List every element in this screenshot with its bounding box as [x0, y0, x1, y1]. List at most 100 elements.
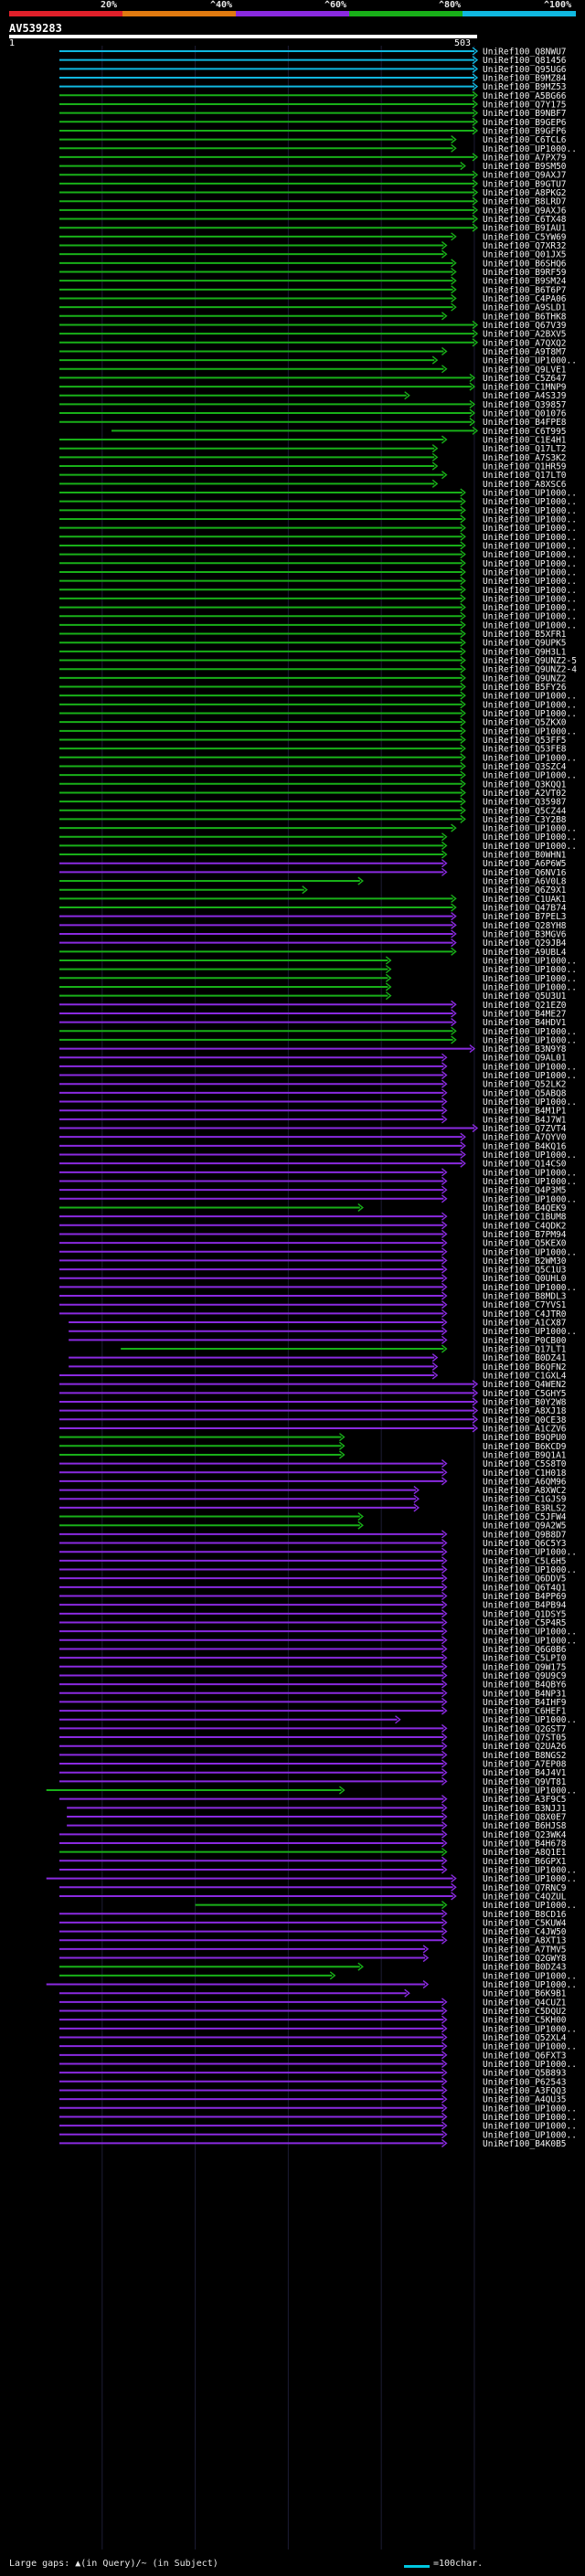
- hit-row[interactable]: UniRef100_UP1000..: [69, 1327, 577, 1337]
- hit-row[interactable]: UniRef100_A3F9C5: [58, 1795, 567, 1805]
- hit-row[interactable]: UniRef100_B9QPU0: [58, 1433, 567, 1443]
- hit-row[interactable]: UniRef100_Q01JX5: [58, 249, 567, 260]
- hit-row[interactable]: UniRef100_Q3SZC4: [58, 761, 567, 772]
- hit-row[interactable]: UniRef100_C6T995: [111, 426, 567, 437]
- hit-row[interactable]: UniRef100_C4PA06: [58, 293, 567, 304]
- hit-row[interactable]: UniRef100_Q9H3L1: [58, 647, 567, 657]
- hit-row[interactable]: UniRef100_A1CX87: [69, 1318, 567, 1329]
- hit-row[interactable]: UniRef100_Q2GST7: [58, 1723, 567, 1734]
- hit-row[interactable]: UniRef100_B7PM94: [58, 1229, 567, 1240]
- hit-row[interactable]: UniRef100_B6KCD9: [58, 1441, 567, 1452]
- hit-row[interactable]: UniRef100_B8LRD7: [58, 196, 567, 207]
- hit-row[interactable]: UniRef100_C6TX48: [58, 214, 567, 225]
- hit-row[interactable]: UniRef100_UP1000..: [58, 550, 577, 560]
- hit-row[interactable]: UniRef100_C1BUM8: [58, 1212, 567, 1223]
- hit-row[interactable]: UniRef100_A3FQQ3: [58, 2085, 567, 2096]
- hit-row[interactable]: UniRef100_C5S8T0: [58, 1459, 567, 1469]
- hit-row[interactable]: UniRef100_Q7ZVT4: [58, 1123, 567, 1134]
- hit-row[interactable]: UniRef100_Q14CS0: [58, 1159, 567, 1170]
- hit-row[interactable]: UniRef100_A8XJ18: [58, 1406, 567, 1416]
- hit-row[interactable]: UniRef100_A2BXV5: [58, 329, 567, 340]
- hit-row[interactable]: UniRef100_B6T6P7: [58, 285, 567, 295]
- hit-row[interactable]: UniRef100_C4QDK2: [58, 1221, 567, 1231]
- hit-row[interactable]: UniRef100_Q35987: [58, 797, 567, 808]
- hit-row[interactable]: UniRef100_Q28YH8: [58, 920, 567, 931]
- hit-row[interactable]: UniRef100_UP1000..: [58, 753, 577, 763]
- hit-row[interactable]: UniRef100_B6THK8: [58, 312, 567, 322]
- hit-row[interactable]: UniRef100_B0DZ43: [58, 1962, 567, 1973]
- hit-row[interactable]: UniRef100_B3N9Y8: [58, 1044, 567, 1055]
- hit-row[interactable]: UniRef100_C7YVS1: [58, 1300, 567, 1310]
- hit-row[interactable]: UniRef100_B4PP69: [58, 1591, 567, 1602]
- hit-row[interactable]: UniRef100_A8Q1E1: [58, 1848, 567, 1858]
- hit-row[interactable]: UniRef100_B8CD16: [58, 1909, 567, 1920]
- hit-row[interactable]: UniRef100_Q1DSY5: [58, 1609, 567, 1619]
- hit-row[interactable]: UniRef100_B0DZ41: [69, 1353, 567, 1363]
- hit-row[interactable]: UniRef100_Q5U3U1: [58, 991, 567, 1002]
- hit-row[interactable]: UniRef100_A6V0L8: [58, 876, 567, 887]
- hit-row[interactable]: UniRef100_UP1000..: [58, 611, 577, 622]
- hit-row[interactable]: UniRef100_UP1000..: [58, 143, 577, 154]
- hit-row[interactable]: UniRef100_Q9AXJ7: [58, 170, 567, 181]
- hit-row[interactable]: UniRef100_UP1000..: [58, 505, 577, 516]
- hit-row[interactable]: UniRef100_B3NJJ1: [67, 1803, 567, 1814]
- hit-row[interactable]: UniRef100_B8MDL3: [58, 1291, 567, 1302]
- hit-row[interactable]: UniRef100_UP1000..: [58, 567, 577, 578]
- hit-row[interactable]: UniRef100_B0WHN1: [58, 850, 567, 861]
- hit-row[interactable]: UniRef100_UP1000..: [58, 488, 577, 499]
- hit-row[interactable]: UniRef100_A4QU35: [58, 2094, 567, 2105]
- hit-row[interactable]: UniRef100_UP1000..: [58, 1715, 577, 1725]
- hit-row[interactable]: UniRef100_Q5CZ44: [58, 806, 567, 816]
- hit-row[interactable]: UniRef100_UP1000..: [58, 594, 577, 604]
- hit-row[interactable]: UniRef100_UP1000..: [58, 1062, 577, 1072]
- hit-row[interactable]: UniRef100_Q9A2W5: [58, 1521, 567, 1532]
- hit-row[interactable]: UniRef100_UP1000..: [58, 691, 577, 702]
- hit-row[interactable]: UniRef100_Q7ST05: [58, 1733, 567, 1744]
- hit-row[interactable]: UniRef100_Q1HR59: [58, 461, 567, 472]
- hit-row[interactable]: UniRef100_B4QBY6: [58, 1680, 567, 1691]
- hit-row[interactable]: UniRef100_UP1000..: [46, 1874, 577, 1884]
- hit-row[interactable]: UniRef100_UP1000..: [58, 956, 577, 966]
- hit-row[interactable]: UniRef100_C5P4R5: [58, 1617, 567, 1628]
- hit-row[interactable]: UniRef100_B3MGV6: [58, 929, 567, 940]
- hit-row[interactable]: UniRef100_C4JW50: [58, 1927, 567, 1937]
- hit-row[interactable]: UniRef100_UP1000..: [58, 1071, 577, 1081]
- hit-row[interactable]: UniRef100_Q47B74: [58, 903, 567, 914]
- hit-row[interactable]: UniRef100_Q9UNZ2-4: [58, 664, 577, 675]
- hit-row[interactable]: UniRef100_A7QYV0: [58, 1132, 567, 1143]
- hit-row[interactable]: UniRef100_B9GFP6: [58, 126, 567, 136]
- hit-row[interactable]: UniRef100_Q9U9C9: [58, 1670, 567, 1681]
- hit-row[interactable]: UniRef100_C5L6H5: [58, 1556, 567, 1566]
- hit-row[interactable]: UniRef100_Q01076: [58, 408, 567, 419]
- hit-row[interactable]: UniRef100_C4QZUL: [58, 1892, 567, 1902]
- hit-row[interactable]: UniRef100_UP1000..: [58, 1026, 577, 1037]
- hit-row[interactable]: UniRef100_UP1000..: [58, 532, 577, 543]
- hit-row[interactable]: UniRef100_Q39857: [58, 399, 567, 410]
- hit-row[interactable]: UniRef100_UP1000..: [58, 355, 577, 366]
- hit-row[interactable]: UniRef100_B2WM30: [58, 1256, 567, 1267]
- hit-row[interactable]: UniRef100_B4M1P1: [58, 1106, 567, 1117]
- hit-row[interactable]: UniRef100_UP1000..: [58, 823, 577, 834]
- hit-row[interactable]: UniRef100_A2VT02: [58, 788, 567, 799]
- hit-row[interactable]: UniRef100_Q3KQQ1: [58, 779, 567, 790]
- hit-row[interactable]: UniRef100_Q5KEX0: [58, 1238, 567, 1249]
- hit-row[interactable]: UniRef100_B9RF59: [58, 267, 567, 278]
- hit-row[interactable]: UniRef100_C1GJS9: [58, 1494, 567, 1505]
- hit-row[interactable]: UniRef100_UP1000..: [58, 1168, 577, 1178]
- hit-row[interactable]: UniRef100_A9UBL4: [58, 947, 567, 958]
- hit-row[interactable]: UniRef100_UP1000..: [58, 1865, 577, 1875]
- hit-row[interactable]: UniRef100_UP1000..: [58, 726, 577, 737]
- hit-row[interactable]: UniRef100_UP1000..: [58, 541, 577, 551]
- hit-row[interactable]: UniRef100_UP1000..: [58, 514, 577, 525]
- hit-row[interactable]: UniRef100_A8XWC2: [58, 1486, 567, 1496]
- hit-row[interactable]: UniRef100_Q9UPK5: [58, 638, 567, 649]
- hit-row[interactable]: UniRef100_Q95UG6: [58, 64, 567, 75]
- hit-row[interactable]: UniRef100_Q9UNZ2-5: [58, 655, 577, 666]
- hit-row[interactable]: UniRef100_C5Z647: [58, 373, 567, 384]
- hit-row[interactable]: UniRef100_C5DQU2: [58, 2006, 567, 2017]
- hit-row[interactable]: UniRef100_Q4WEN2: [58, 1380, 567, 1390]
- hit-row[interactable]: UniRef100_Q2UA26: [58, 1742, 567, 1752]
- hit-row[interactable]: UniRef100_B9MZ84: [58, 73, 567, 83]
- hit-row[interactable]: UniRef100_Q5ZKX0: [58, 717, 567, 728]
- hit-row[interactable]: UniRef100_Q53FF5: [58, 735, 567, 746]
